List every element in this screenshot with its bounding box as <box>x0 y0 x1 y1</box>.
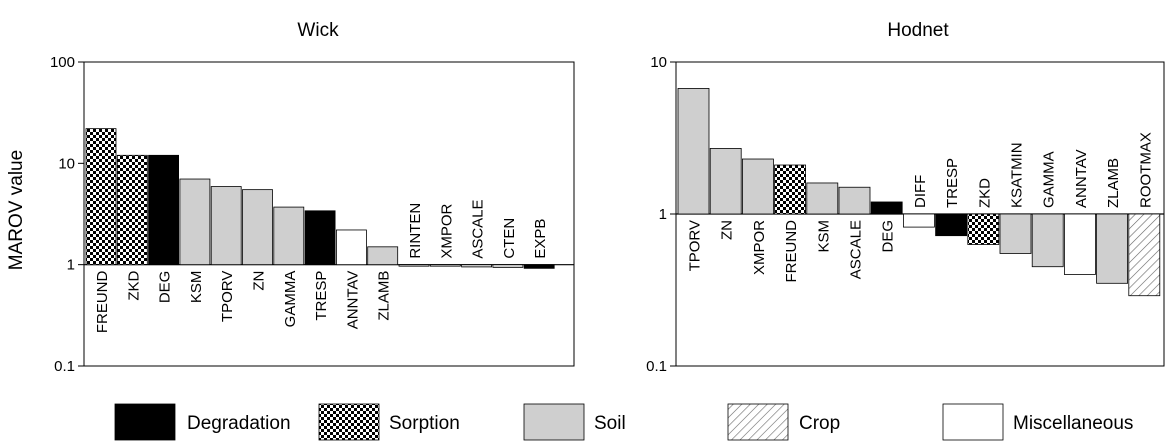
wick-plot-frame <box>83 61 575 367</box>
bar-ascale <box>838 186 871 215</box>
category-label: KSM <box>188 271 205 304</box>
legend-swatch-degradation <box>114 403 176 441</box>
bar-deg <box>148 154 180 266</box>
bar-zkd <box>967 213 1000 245</box>
bar-zlamb <box>1096 213 1128 284</box>
category-label: ASCALE <box>848 220 865 279</box>
legend-swatch-miscellaneous <box>942 403 1004 441</box>
category-label: ZN <box>719 220 736 240</box>
bar-ksatmin <box>999 213 1032 254</box>
category-label: XMPOR <box>438 203 455 258</box>
category-label: TRESP <box>313 271 330 321</box>
legend-label-crop: Crop <box>799 413 840 434</box>
category-label: ANNTAV <box>1073 149 1090 208</box>
bar-zn <box>709 148 742 215</box>
category-label: EXPB <box>532 219 549 259</box>
category-label: GAMMA <box>1041 151 1058 208</box>
bar-ascale <box>461 264 493 268</box>
legend-swatch-crop <box>727 403 789 441</box>
category-label: ANNTAV <box>344 271 361 330</box>
category-label: TPORV <box>687 220 704 271</box>
category-label: ZLAMB <box>1105 158 1122 208</box>
legend-swatch-sorption <box>318 403 380 441</box>
y-tick-label: 1 <box>659 206 667 223</box>
category-label: ZN <box>251 271 268 291</box>
bar-anntav <box>1064 213 1096 275</box>
bar-tporv <box>210 186 242 266</box>
bar-gamma <box>273 206 305 266</box>
category-label: DEG <box>157 271 174 304</box>
bar-gamma <box>1031 213 1064 268</box>
category-label: ROOTMAX <box>1137 132 1154 208</box>
legend-label-soil: Soil <box>594 413 626 434</box>
bar-tresp <box>935 213 967 237</box>
y-tick-label: 1 <box>67 257 75 274</box>
legend-label-miscellaneous: Miscellaneous <box>1013 413 1133 434</box>
category-label: ZLAMB <box>376 271 393 321</box>
legend-label-degradation: Degradation <box>187 413 291 434</box>
bar-expb <box>523 264 555 269</box>
bar-ksm <box>806 182 839 215</box>
category-label: DIFF <box>912 175 929 208</box>
category-label: DEG <box>880 220 897 253</box>
bar-rootmax <box>1128 213 1161 297</box>
bar-freund <box>85 128 117 266</box>
y-tick-label: 0.1 <box>646 358 667 375</box>
y-tick-label: 10 <box>58 155 75 172</box>
bar-zlamb <box>367 246 399 266</box>
legend-swatch-soil <box>523 403 585 441</box>
category-label: TPORV <box>219 271 236 322</box>
bar-tporv <box>677 88 710 215</box>
category-label: ZKD <box>125 270 142 300</box>
bar-cten <box>492 264 524 268</box>
y-tick-label: 10 <box>650 54 667 71</box>
bar-zn <box>242 189 273 266</box>
bar-xmpor <box>429 264 461 267</box>
category-label: CTEN <box>501 218 518 259</box>
hodnet-panel: Hodnet 0.1 1 10 TPORV ZN XMPOR FREUND KSM ASCAL… <box>646 20 1165 375</box>
y-axis-label: MAROV value <box>6 150 27 270</box>
category-label: ASCALE <box>470 199 487 258</box>
category-label: ZKD <box>976 178 993 208</box>
wick-panel: Wick 0.1 1 10 100 FREUND ZKD DEG KSM TPORV ZN GAM… <box>50 20 575 375</box>
bar-xmpor <box>742 158 774 215</box>
category-label: KSATMIN <box>1009 142 1026 208</box>
bar-tresp <box>304 210 336 266</box>
y-tick-label: 0.1 <box>54 358 75 375</box>
bar-anntav <box>335 229 367 266</box>
legend: Degradation Sorption Soil Crop Miscellaneous <box>114 403 1133 441</box>
hodnet-title: Hodnet <box>887 20 949 41</box>
bar-deg <box>870 201 903 215</box>
category-label: FREUND <box>783 220 800 283</box>
category-label: KSM <box>815 220 832 253</box>
bar-freund <box>774 164 806 215</box>
bar-rinten <box>398 264 430 267</box>
bar-ksm <box>179 178 211 266</box>
category-label: FREUND <box>94 271 111 334</box>
y-tick-label: 100 <box>50 54 75 71</box>
bar-diff <box>903 213 935 228</box>
category-label: RINTEN <box>407 203 424 259</box>
wick-title: Wick <box>297 20 339 41</box>
category-label: TRESP <box>944 158 961 208</box>
bar-zkd <box>116 154 148 266</box>
category-label: GAMMA <box>282 271 299 328</box>
legend-label-sorption: Sorption <box>389 413 460 434</box>
category-label: XMPOR <box>751 220 768 275</box>
